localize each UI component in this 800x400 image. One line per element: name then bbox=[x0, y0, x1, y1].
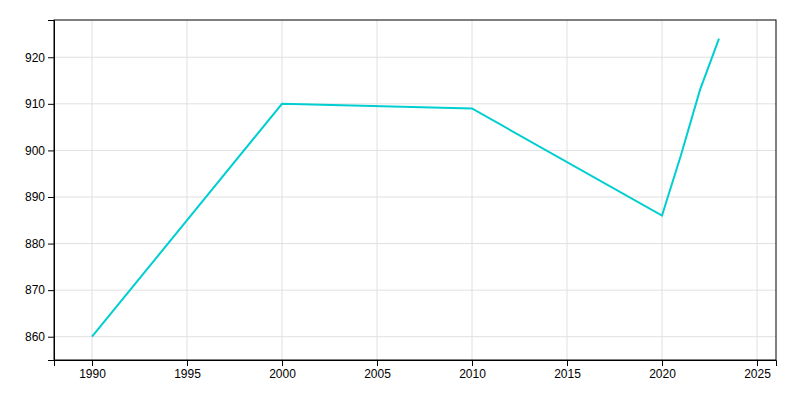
y-axis: 860 870 880 890 900 910 920 bbox=[25, 21, 55, 361]
grid-line-x bbox=[92, 20, 93, 360]
grid-line-x bbox=[377, 20, 378, 360]
y-axis-tick-label: 920 bbox=[25, 51, 45, 65]
x-axis-tick-label: 1990 bbox=[79, 367, 106, 381]
grid-line-y bbox=[54, 150, 776, 151]
y-axis-tick: 860 bbox=[25, 330, 54, 344]
y-axis-tick-label: 900 bbox=[25, 144, 45, 158]
x-axis-tick-label: 1995 bbox=[174, 367, 201, 381]
x-axis-tick-mark bbox=[282, 360, 283, 366]
grid-line-x bbox=[282, 20, 283, 360]
y-axis-tick-mark bbox=[48, 104, 54, 105]
x-axis-tick-label: 2005 bbox=[364, 367, 391, 381]
y-axis-tick-label: 860 bbox=[25, 330, 45, 344]
x-axis-tick: 2025 bbox=[744, 360, 771, 381]
x-axis: 1990 1995 2000 2005 2010 2015 2020 2025 bbox=[55, 360, 777, 381]
y-axis-tick-mark bbox=[48, 150, 54, 151]
x-axis-tick: 2015 bbox=[554, 360, 581, 381]
x-axis-tick-label: 2025 bbox=[744, 367, 771, 381]
x-axis-tick-label: 2010 bbox=[459, 367, 486, 381]
chart-svg: 1990 1995 2000 2005 2010 2015 2020 2025 860 870 88… bbox=[0, 0, 800, 400]
x-axis-tick-mark bbox=[92, 360, 93, 366]
grid-line-y bbox=[54, 243, 776, 244]
marks bbox=[92, 39, 719, 337]
x-axis-tick-mark bbox=[472, 360, 473, 366]
x-axis-tick-label: 2000 bbox=[269, 367, 296, 381]
grid bbox=[54, 20, 776, 360]
y-axis-tick-label: 880 bbox=[25, 237, 45, 251]
data-line bbox=[92, 39, 719, 337]
x-axis-tick: 2005 bbox=[364, 360, 391, 381]
x-axis-tick-mark bbox=[662, 360, 663, 366]
y-axis-tick-mark bbox=[48, 290, 54, 291]
grid-line-y bbox=[54, 336, 776, 337]
plot: 1990 1995 2000 2005 2010 2015 2020 2025 860 870 88… bbox=[25, 20, 777, 381]
grid-line-x bbox=[187, 20, 188, 360]
grid-line-y bbox=[54, 57, 776, 58]
y-axis-tick-mark bbox=[48, 197, 54, 198]
grid-line-x bbox=[757, 20, 758, 360]
y-axis-tick-mark bbox=[48, 337, 54, 338]
x-axis-tick-label: 2020 bbox=[649, 367, 676, 381]
y-axis-tick: 870 bbox=[25, 283, 54, 297]
x-axis-tick-mark bbox=[187, 360, 188, 366]
grid-line-x bbox=[472, 20, 473, 360]
grid-line-y bbox=[54, 290, 776, 291]
y-axis-tick: 920 bbox=[25, 51, 54, 65]
y-axis-tick-label: 890 bbox=[25, 190, 45, 204]
x-axis-tick-mark bbox=[377, 360, 378, 366]
y-axis-tick-label: 910 bbox=[25, 97, 45, 111]
y-axis-tick-mark bbox=[48, 244, 54, 245]
x-axis-tick: 2000 bbox=[269, 360, 296, 381]
y-axis-tick: 890 bbox=[25, 190, 54, 204]
y-axis-tick: 880 bbox=[25, 237, 54, 251]
x-axis-tick: 1990 bbox=[79, 360, 106, 381]
x-axis-tick-label: 2015 bbox=[554, 367, 581, 381]
y-axis-tick: 900 bbox=[25, 144, 54, 158]
grid-line-y bbox=[54, 103, 776, 104]
plot-frame bbox=[54, 20, 776, 360]
grid-line-x bbox=[567, 20, 568, 360]
y-axis-tick: 910 bbox=[25, 97, 54, 111]
chart-container: 1990 1995 2000 2005 2010 2015 2020 2025 860 870 88… bbox=[0, 0, 800, 400]
x-axis-line bbox=[55, 361, 777, 367]
y-axis-tick-label: 870 bbox=[25, 283, 45, 297]
x-axis-tick: 2020 bbox=[649, 360, 676, 381]
x-axis-tick-mark bbox=[567, 360, 568, 366]
grid-line-x bbox=[662, 20, 663, 360]
x-axis-tick-mark bbox=[757, 360, 758, 366]
x-axis-tick: 1995 bbox=[174, 360, 201, 381]
x-axis-tick: 2010 bbox=[459, 360, 486, 381]
y-axis-tick-mark bbox=[48, 57, 54, 58]
